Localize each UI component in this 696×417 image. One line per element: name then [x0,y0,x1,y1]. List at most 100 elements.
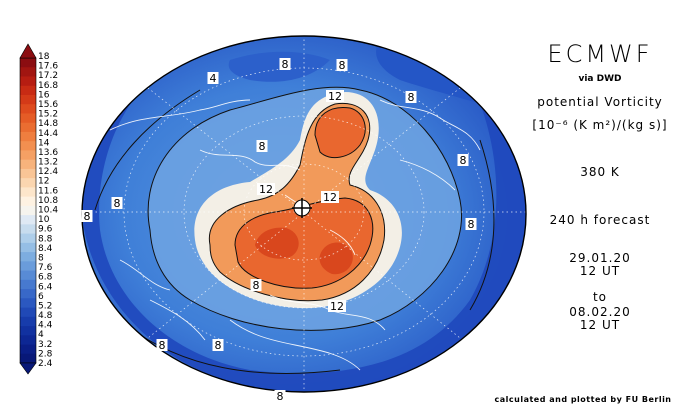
colorbar-swatch [20,233,36,244]
colorbar-label: 8 [38,253,44,263]
colorbar-swatch [20,141,36,151]
contour-label-bg [156,339,168,351]
colorbar-label: 14 [38,138,50,148]
colorbar-label: 4 [38,330,44,340]
contour-label: 12 [323,191,337,204]
colorbar-label: 11.6 [38,186,58,196]
contour-label: 8 [460,154,467,167]
colorbar-swatch [20,104,36,114]
colorbar-label: 5.2 [38,301,52,311]
colorbar-swatch [20,353,36,364]
colorbar-label: 4.8 [38,311,53,321]
colorbar-label: 13.2 [38,158,58,168]
colorbar-label: 3.2 [38,340,52,350]
colorbar-swatch [20,178,36,188]
colorbar-swatch [20,261,36,271]
colorbar-swatch [20,279,36,290]
contour-label: 8 [259,140,266,153]
colorbar-label: 17.6 [38,62,58,72]
colorbar-label: 2.8 [38,349,53,359]
model-title: ECMWF [547,40,653,68]
low-pv-patch [228,51,330,82]
contour-label-bg [321,191,339,203]
contour-label: 8 [253,279,260,292]
contour-label: 4 [210,72,217,85]
colorbar-label: 17.2 [38,71,58,81]
colorbar-swatch [20,344,36,355]
colorbar-label: 18 [38,52,50,62]
colorbar: 1817.617.216.81615.615.214.814.41413.613… [19,43,58,375]
colorbar-swatch [20,289,36,299]
colorbar-swatch [20,205,36,216]
colorbar-label: 10.4 [38,206,58,216]
contour-label-bg [279,58,291,70]
colorbar-swatch [20,196,36,207]
colorbar-swatch [20,58,36,68]
colorbar-top-arrow [19,43,37,59]
colorbar-label: 13.6 [38,148,58,158]
contour-label-bg [336,59,348,71]
colorbar-bottom-arrow [19,362,37,375]
colorbar-label: 6 [38,292,44,302]
colorbar-label: 2.4 [38,359,53,369]
contour-label-bg [274,390,286,402]
colorbar-label: 8.4 [38,244,53,254]
map-disk: 4 8 8 12 8 8 8 12 12 8 8 8 8 12 8 8 8 [81,35,527,403]
contour-label: 8 [84,210,91,223]
valid-date: 08.02.20 [569,305,631,319]
colorbar-swatch [20,215,36,225]
colorbar-swatch [20,76,36,87]
contour-label-bg [250,279,262,291]
colorbar-label: 15.2 [38,110,58,120]
forecast-lead-time: 240 h forecast [549,213,651,227]
isentropic-level: 380 K [580,165,620,179]
colorbar-swatch [20,252,36,262]
colorbar-swatches [19,57,37,364]
colorbar-swatch [20,187,36,198]
contour-label-bg [212,339,224,351]
colorbar-swatch [20,326,36,336]
quantity-units: [10⁻⁶ (K m²)/(kg s)] [532,118,668,132]
colorbar-swatch [20,159,36,170]
contour-label: 8 [339,59,346,72]
contour-label-bg [405,91,417,103]
contour-label: 8 [277,390,284,403]
credit-line: calculated and plotted by FU Berlin [494,395,672,404]
to-label: to [592,290,608,304]
colorbar-label: 14.4 [38,129,58,139]
contour-label: 8 [282,58,289,71]
colorbar-swatch [20,150,36,161]
contour-label: 8 [114,197,121,210]
pv-contours [94,86,495,374]
contour-label-bg [457,154,469,166]
contour-label: 8 [408,91,415,104]
contour-label: 8 [468,218,475,231]
colorbar-labels: 1817.617.216.81615.615.214.814.41413.613… [38,52,58,369]
contour-label: 8 [215,339,222,352]
contour-label: 12 [328,90,342,103]
colorbar-label: 4.4 [38,321,53,331]
colorbar-swatch [20,67,36,77]
peak-pv-region [319,242,353,275]
colorbar-swatch [20,298,36,308]
colorbar-label: 16 [38,90,50,100]
higher-pv-region [315,107,366,158]
init-date: 29.01.20 [569,251,631,265]
colorbar-label: 6.8 [38,273,53,283]
init-time: 12 UT [579,264,621,278]
contour-label-bg [207,72,219,84]
colorbar-swatch [20,242,36,253]
colorbar-swatch [20,113,36,124]
colorbar-label: 16.8 [38,81,58,91]
colorbar-swatch [20,307,36,318]
north-pole-marker [292,198,312,218]
contour-label-bg [328,300,346,312]
data-source: via DWD [578,74,622,84]
colorbar-label: 10 [38,215,50,225]
colorbar-swatch [20,335,36,345]
contour-label: 12 [330,300,344,313]
valid-time: 12 UT [579,318,621,332]
contour-label-bg [465,218,477,230]
colorbar-swatch [20,85,36,96]
